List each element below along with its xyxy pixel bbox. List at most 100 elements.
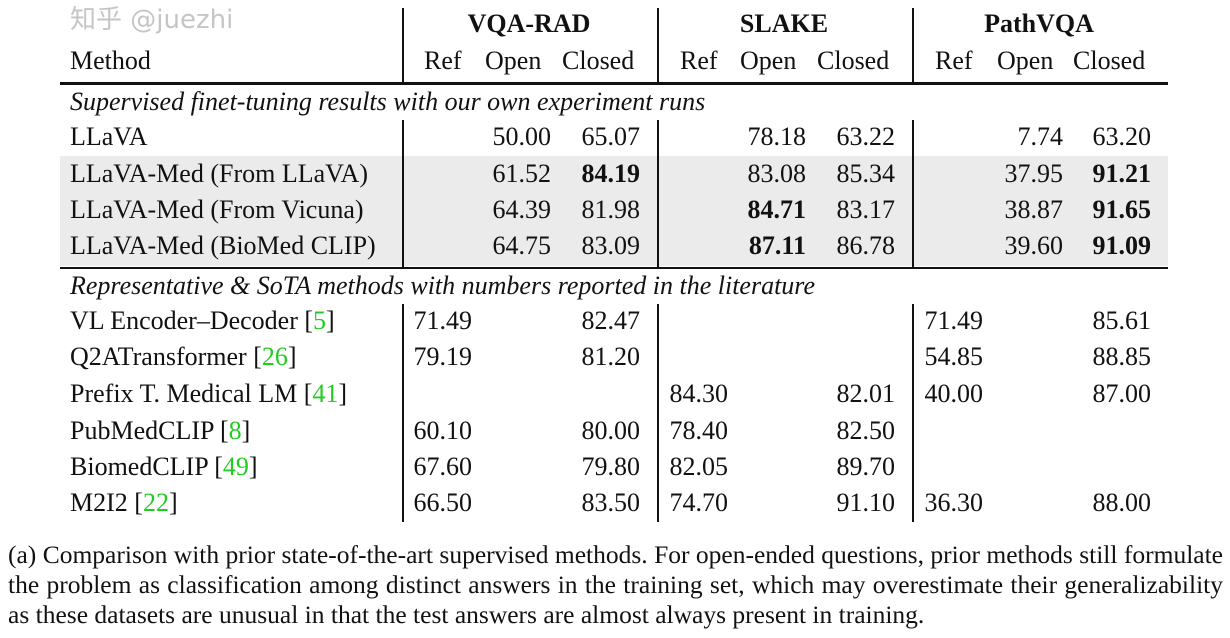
method-name: PubMedCLIP [8] <box>70 416 251 445</box>
score-cell: 83.17 <box>836 195 896 224</box>
method-name: LLaVA-Med (From LLaVA) <box>70 159 368 189</box>
score-cell: 79.19 <box>413 342 473 371</box>
method-name: Prefix T. Medical LM [41] <box>70 379 348 408</box>
method-label: LLaVA <box>70 122 148 151</box>
method-name: Q2ATransformer [26] <box>70 342 297 371</box>
score-cell: 82.01 <box>836 379 896 408</box>
score-cell: 66.50 <box>413 488 473 517</box>
score-cell: 80.00 <box>581 416 641 445</box>
score-cell: 91.65 <box>1092 195 1152 224</box>
subheader-ref: Ref <box>935 46 973 75</box>
method-name: VL Encoder–Decoder [5] <box>70 306 335 335</box>
score-cell: 38.87 <box>1004 195 1064 224</box>
score-cell: 78.40 <box>669 416 729 445</box>
score-cell: 64.75 <box>492 231 552 260</box>
score-cell: 84.30 <box>669 379 729 408</box>
column-divider <box>657 8 659 83</box>
section-rule <box>60 267 1168 269</box>
score-cell: 67.60 <box>413 452 473 481</box>
method-name: M2I2 [22] <box>70 488 178 517</box>
score-cell: 61.52 <box>492 159 552 188</box>
score-cell: 88.00 <box>1092 488 1152 517</box>
score-cell: 86.78 <box>836 231 896 260</box>
score-cell: 64.39 <box>492 195 552 224</box>
method-label: PubMedCLIP <box>70 416 214 445</box>
column-divider <box>657 304 659 522</box>
score-cell: 91.09 <box>1092 231 1152 260</box>
score-cell: 65.07 <box>581 122 641 151</box>
column-divider <box>402 120 404 267</box>
method-header: Method <box>70 46 151 75</box>
score-cell: 78.18 <box>747 122 807 151</box>
method-label: LLaVA-Med (From Vicuna) <box>70 195 364 224</box>
citation-link[interactable]: 5 <box>313 306 327 335</box>
score-cell: 60.10 <box>413 416 473 445</box>
column-divider <box>657 120 659 267</box>
score-cell: 83.09 <box>581 231 641 260</box>
column-divider <box>912 304 914 522</box>
score-cell: 40.00 <box>924 379 984 408</box>
column-divider <box>402 304 404 522</box>
citation-link[interactable]: 26 <box>261 342 288 371</box>
header-rule <box>60 82 1168 85</box>
subheader-closed: Closed <box>1073 46 1146 75</box>
score-cell: 37.95 <box>1004 159 1064 188</box>
score-cell: 87.00 <box>1092 379 1152 408</box>
method-label: Prefix T. Medical LM <box>70 379 298 408</box>
shaded-llava-med-rows <box>60 156 1168 266</box>
group-header-vqa-rad: VQA-RAD <box>467 9 591 38</box>
score-cell: 87.11 <box>748 231 806 260</box>
citation-link[interactable]: 41 <box>312 379 339 408</box>
method-label: BiomedCLIP <box>70 452 208 481</box>
method-label: Q2ATransformer <box>70 342 247 371</box>
score-cell: 71.49 <box>413 306 473 335</box>
score-cell: 88.85 <box>1092 342 1152 371</box>
score-cell: 63.22 <box>836 122 896 151</box>
score-cell: 7.74 <box>1017 122 1064 151</box>
score-cell: 91.10 <box>836 488 896 517</box>
section-title: Supervised finet-tuning results with our… <box>70 87 706 116</box>
score-cell: 91.21 <box>1092 159 1152 188</box>
method-name: LLaVA <box>70 122 148 152</box>
column-divider <box>912 120 914 267</box>
subheader-open: Open <box>740 46 797 75</box>
score-cell: 82.47 <box>581 306 641 335</box>
method-label: LLaVA-Med (BioMed CLIP) <box>70 231 376 260</box>
subheader-closed: Closed <box>562 46 635 75</box>
section-title: Representative & SoTA methods with numbe… <box>70 271 815 300</box>
score-cell: 50.00 <box>492 122 552 151</box>
column-divider <box>402 8 404 83</box>
score-cell: 36.30 <box>924 488 984 517</box>
group-header-pathvqa: PathVQA <box>984 9 1094 38</box>
subheader-ref: Ref <box>680 46 718 75</box>
method-label: VL Encoder–Decoder <box>70 306 298 335</box>
watermark: 知乎 @juezhi <box>70 5 234 35</box>
score-cell: 83.50 <box>581 488 641 517</box>
group-header-slake: SLAKE <box>739 9 829 38</box>
table-caption: (a) Comparison with prior state-of-the-a… <box>8 540 1223 629</box>
score-cell: 74.70 <box>669 488 729 517</box>
score-cell: 54.85 <box>924 342 984 371</box>
score-cell: 71.49 <box>924 306 984 335</box>
score-cell: 79.80 <box>581 452 641 481</box>
method-label: M2I2 <box>70 488 128 517</box>
column-divider <box>912 8 914 83</box>
citation-link[interactable]: 49 <box>222 452 249 481</box>
score-cell: 85.61 <box>1092 306 1152 335</box>
score-cell: 39.60 <box>1004 231 1064 260</box>
score-cell: 84.19 <box>581 159 641 188</box>
score-cell: 83.08 <box>747 159 807 188</box>
score-cell: 89.70 <box>836 452 896 481</box>
method-name: LLaVA-Med (From Vicuna) <box>70 195 364 225</box>
score-cell: 63.20 <box>1092 122 1152 151</box>
citation-link[interactable]: 8 <box>228 416 242 445</box>
method-name: BiomedCLIP [49] <box>70 452 258 481</box>
score-cell: 82.05 <box>669 452 729 481</box>
score-cell: 84.71 <box>747 195 807 224</box>
citation-link[interactable]: 22 <box>142 488 169 517</box>
method-name: LLaVA-Med (BioMed CLIP) <box>70 231 376 261</box>
method-label: LLaVA-Med (From LLaVA) <box>70 159 368 188</box>
score-cell: 81.20 <box>581 342 641 371</box>
score-cell: 85.34 <box>836 159 896 188</box>
score-cell: 81.98 <box>581 195 641 224</box>
